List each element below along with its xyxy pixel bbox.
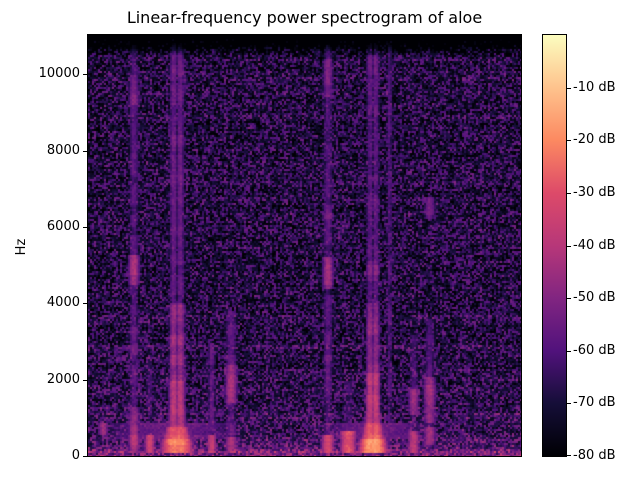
y-tick-mark [83, 74, 87, 76]
y-tick-mark [83, 379, 87, 381]
colorbar-tick-mark [567, 403, 571, 405]
y-axis-label: Hz [14, 238, 29, 256]
y-tick-label: 4000 [46, 295, 80, 311]
y-tick-label: 0 [71, 448, 80, 463]
plot-area [87, 34, 522, 457]
colorbar-tick-label: -80 dB [573, 448, 616, 463]
colorbar-gradient [543, 35, 566, 456]
colorbar-tick-label: -50 dB [573, 290, 616, 306]
y-tick-mark [83, 303, 87, 305]
colorbar-tick-label: -10 dB [573, 79, 616, 95]
y-tick-label: 6000 [46, 218, 80, 234]
colorbar-tick-mark [567, 350, 571, 352]
y-tick-mark [83, 226, 87, 228]
chart-title: Linear-frequency power spectrogram of al… [126, 8, 483, 27]
y-tick-label: 10000 [38, 66, 80, 82]
colorbar-tick-mark [567, 245, 571, 247]
y-tick-mark [83, 456, 87, 457]
colorbar-tick-label: -20 dB [573, 132, 616, 148]
spectrogram-canvas [88, 35, 521, 456]
colorbar-tick-label: -30 dB [573, 184, 616, 200]
colorbar-tick-label: -40 dB [573, 237, 616, 253]
colorbar [542, 34, 567, 457]
colorbar-tick-mark [567, 455, 571, 456]
colorbar-tick-label: -70 dB [573, 395, 616, 411]
colorbar-tick-mark [567, 87, 571, 89]
y-tick-mark [83, 150, 87, 152]
y-tick-label: 8000 [46, 142, 80, 158]
y-tick-label: 2000 [46, 371, 80, 387]
colorbar-tick-mark [567, 140, 571, 142]
colorbar-tick-mark [567, 298, 571, 300]
colorbar-tick-mark [567, 192, 571, 194]
colorbar-tick-label: -60 dB [573, 342, 616, 358]
